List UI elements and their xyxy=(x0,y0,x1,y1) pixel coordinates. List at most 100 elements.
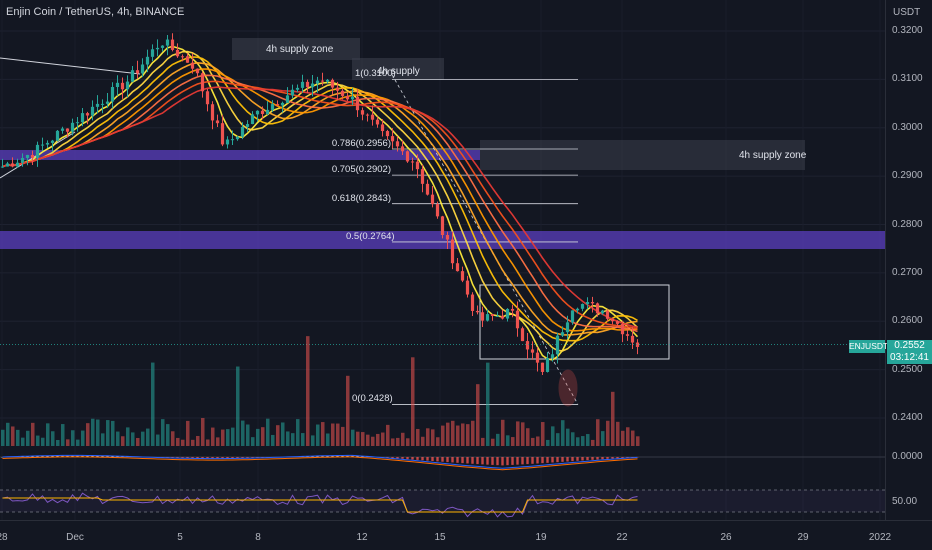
volume-bar xyxy=(166,424,170,446)
candle-body xyxy=(560,332,565,336)
candle-body xyxy=(65,128,70,132)
candle-body xyxy=(520,328,525,342)
macd-histogram-bar xyxy=(446,457,449,463)
fib-level-label: 0.5(0.2764) xyxy=(346,230,395,242)
volume-bar xyxy=(546,439,550,446)
candle-body xyxy=(430,194,435,205)
candle-body xyxy=(265,109,270,114)
volume-bar xyxy=(216,437,220,446)
price-tick-label: 0.2700 xyxy=(892,266,923,278)
volume-bar xyxy=(511,437,515,446)
volume-bar xyxy=(541,422,545,446)
candle-body xyxy=(605,310,610,319)
volume-bar xyxy=(501,419,505,446)
candle-body xyxy=(55,130,60,141)
macd-histogram-bar xyxy=(411,457,414,460)
candle-body xyxy=(300,81,305,88)
candle-body xyxy=(395,141,400,147)
volume-bar xyxy=(366,434,370,446)
supply-zone-label-right: 4h supply zone xyxy=(739,150,807,161)
macd-histogram-bar xyxy=(466,457,469,464)
candle-body xyxy=(260,110,265,114)
volume-bar xyxy=(606,420,610,446)
macd-histogram-bar xyxy=(336,455,339,457)
volume-bar xyxy=(591,439,595,446)
macd-histogram-bar xyxy=(241,457,244,458)
candle-body xyxy=(550,354,555,358)
macd-zero-label: 0.0000 xyxy=(892,451,923,462)
price-tick-label: 0.3000 xyxy=(892,121,923,133)
date-tick-label: 8 xyxy=(255,532,261,543)
macd-histogram-bar xyxy=(41,456,44,457)
macd-histogram-bar xyxy=(261,457,264,458)
candle-body xyxy=(40,144,45,146)
candle-body xyxy=(205,91,210,105)
candle-body xyxy=(10,163,15,167)
volume-bar xyxy=(116,431,120,446)
volume-bar xyxy=(16,429,20,446)
price-tick-label: 0.3100 xyxy=(892,73,923,85)
volume-bar xyxy=(96,419,100,446)
macd-histogram-bar xyxy=(1,457,4,458)
candle-body xyxy=(445,235,450,240)
candle-body xyxy=(130,70,135,82)
ma-ribbon-line-1 xyxy=(2,50,639,352)
volume-bar xyxy=(266,418,270,446)
volume-bar xyxy=(596,419,600,446)
macd-histogram-bar xyxy=(491,457,494,465)
macd-histogram-bar xyxy=(46,455,49,457)
volume-bar xyxy=(526,428,530,446)
volume-bar xyxy=(136,437,140,446)
candle-body xyxy=(235,136,240,140)
volume-bar xyxy=(221,429,225,446)
macd-histogram-bar xyxy=(441,457,444,462)
volume-bar xyxy=(616,421,620,446)
macd-histogram-bar xyxy=(516,457,519,465)
symbol-title[interactable]: Enjin Coin / TetherUS, 4h, BINANCE xyxy=(6,6,185,18)
volume-bar xyxy=(36,435,40,446)
volume-bar xyxy=(636,436,640,446)
macd-histogram-bar xyxy=(86,455,89,457)
volume-bar xyxy=(226,429,230,446)
candle-body xyxy=(320,80,325,82)
volume-bar xyxy=(256,428,260,446)
rsi-50-label: 50.00 xyxy=(892,496,918,507)
candle-body xyxy=(270,104,275,110)
volume-bar xyxy=(551,426,555,446)
macd-histogram-bar xyxy=(106,456,109,457)
candle-body xyxy=(275,104,280,106)
volume-bar xyxy=(411,357,415,446)
candle-body xyxy=(15,162,20,167)
volume-bar xyxy=(346,375,350,446)
volume-bar xyxy=(466,424,470,446)
volume-bar xyxy=(176,437,180,446)
candle-body xyxy=(535,352,540,363)
macd-histogram-bar xyxy=(191,457,194,459)
macd-histogram-bar xyxy=(231,457,234,459)
price-tick-label: 0.2400 xyxy=(892,412,923,423)
macd-histogram-bar xyxy=(551,457,554,463)
candle-body xyxy=(155,47,160,50)
candle-body xyxy=(505,308,510,319)
candle-body xyxy=(160,45,165,48)
macd-histogram-bar xyxy=(556,457,559,463)
volume-bar xyxy=(536,436,540,446)
supply-zone-box-right xyxy=(480,140,805,170)
candle-body xyxy=(290,89,295,96)
macd-line xyxy=(2,454,638,469)
candle-body xyxy=(325,79,330,82)
candle-body xyxy=(510,308,515,311)
macd-histogram-bar xyxy=(561,457,564,462)
wick-highlight xyxy=(558,369,578,407)
macd-histogram-bar xyxy=(316,456,319,457)
candle-body xyxy=(150,49,155,57)
candle-body xyxy=(245,124,250,127)
rsi-band xyxy=(0,490,885,512)
macd-histogram-bar xyxy=(216,457,219,459)
volume-bar xyxy=(496,433,500,446)
price-tick-label: 0.2900 xyxy=(892,170,923,182)
volume-bar xyxy=(291,433,295,446)
macd-histogram-bar xyxy=(546,457,549,463)
candle-body xyxy=(410,161,415,163)
